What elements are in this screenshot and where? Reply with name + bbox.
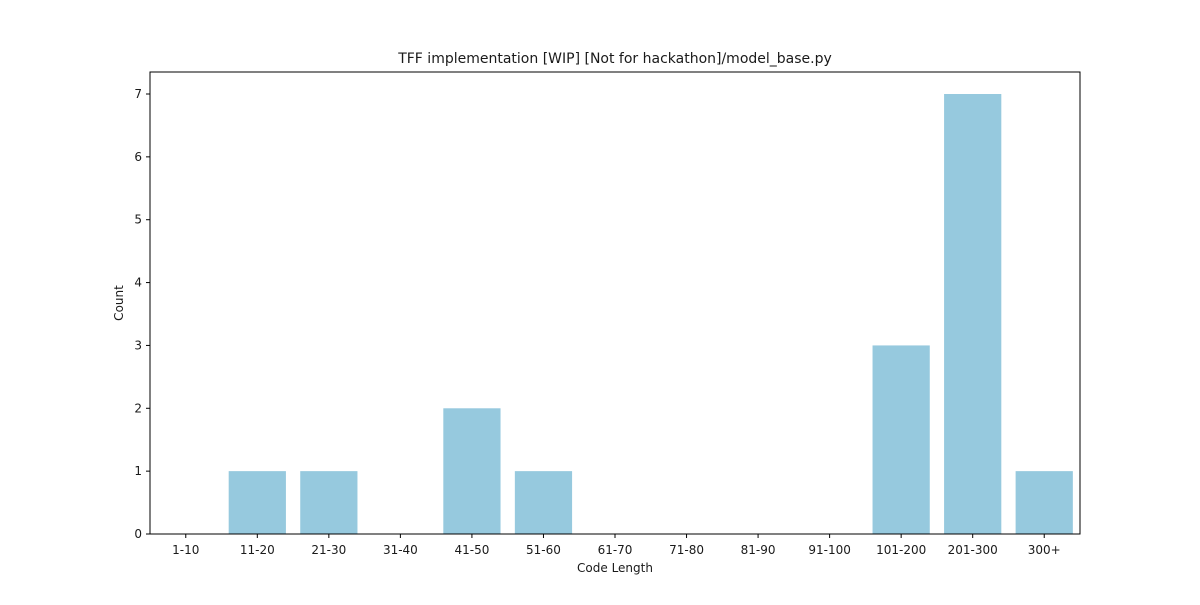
x-tick-label: 21-30	[311, 543, 346, 557]
x-tick-label: 1-10	[172, 543, 199, 557]
bar-41-50	[443, 408, 501, 534]
bar-201-300	[944, 94, 1002, 534]
plot-frame	[149, 71, 1081, 535]
bar-21-30	[300, 471, 358, 534]
x-tick-label: 71-80	[669, 543, 704, 557]
y-tick-label: 5	[134, 213, 142, 227]
x-tick-label: 41-50	[454, 543, 489, 557]
x-tick-label: 11-20	[240, 543, 275, 557]
y-tick-label: 1	[134, 464, 142, 478]
x-tick-label: 91-100	[808, 543, 851, 557]
y-axis-label: Count	[112, 285, 126, 321]
x-tick-label: 101-200	[876, 543, 926, 557]
x-tick-label: 51-60	[526, 543, 561, 557]
x-tick-label: 61-70	[598, 543, 633, 557]
bars-group	[228, 94, 1073, 534]
y-tick-label: 6	[134, 150, 142, 164]
y-tick-label: 7	[134, 87, 142, 101]
x-axis-label: Code Length	[577, 561, 653, 575]
bar-51-60	[514, 471, 573, 534]
bar-101-200	[872, 345, 930, 534]
y-tick-label: 2	[134, 401, 142, 415]
y-tick-label: 3	[134, 338, 142, 352]
x-tick-label: 81-90	[741, 543, 776, 557]
x-tick-label: 201-300	[948, 543, 998, 557]
y-tick-label: 0	[134, 527, 142, 541]
x-tick-label: 31-40	[383, 543, 418, 557]
bar-11-20	[228, 471, 286, 534]
y-tick-label: 4	[134, 276, 142, 290]
y-axis-ticks: 0 1 2 3 4 5 6 7	[134, 87, 150, 541]
bar-300+	[1015, 471, 1073, 534]
chart-title: TFF implementation [WIP] [Not for hackat…	[397, 51, 832, 67]
x-axis-ticks: 1-10 11-20 21-30 31-40 41-50 51-60 61-70 71-80 8…	[172, 534, 1061, 557]
x-tick-label: 300+	[1028, 543, 1061, 557]
